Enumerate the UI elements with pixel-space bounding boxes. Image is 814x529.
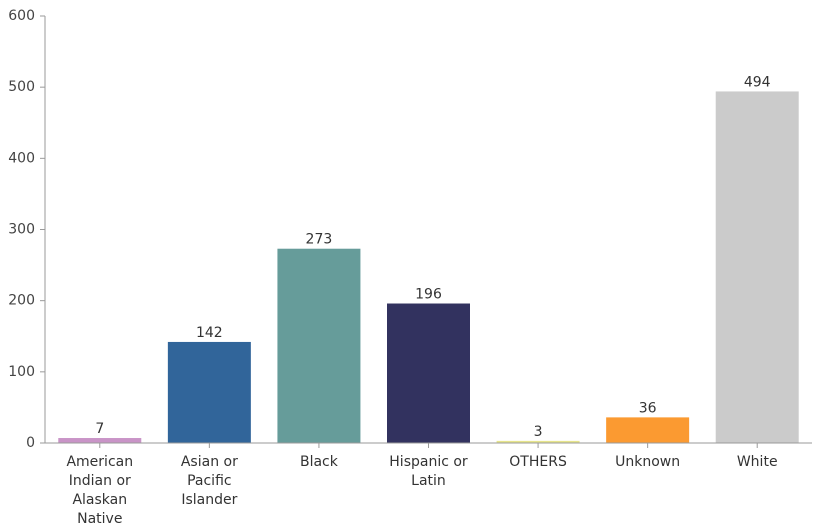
x-tick-label-line: Hispanic or bbox=[389, 454, 468, 470]
bar bbox=[606, 417, 690, 443]
y-tick-label: 300 bbox=[8, 222, 35, 238]
data-label: 273 bbox=[306, 232, 333, 248]
x-tick-label-line: White bbox=[737, 454, 778, 470]
data-label: 7 bbox=[95, 421, 104, 437]
bar bbox=[496, 440, 580, 443]
x-tick-label-line: Indian or bbox=[69, 473, 131, 489]
x-tick-label-line: Black bbox=[300, 454, 339, 470]
bar bbox=[167, 341, 251, 443]
bar bbox=[277, 248, 361, 443]
y-tick-label: 400 bbox=[8, 150, 35, 166]
y-axis: 0 100 200 300 400 500 600 bbox=[8, 8, 46, 451]
x-tick-label: OTHERS bbox=[509, 454, 567, 470]
x-tick-label-line: Islander bbox=[181, 492, 237, 508]
bar bbox=[715, 91, 799, 443]
bars bbox=[58, 91, 799, 443]
bar bbox=[387, 303, 470, 443]
value-labels: 7 142 273 196 3 36 494 bbox=[95, 74, 770, 439]
x-tick-label: Hispanic or Latin bbox=[389, 454, 468, 489]
x-tick-label: Unknown bbox=[615, 454, 680, 470]
data-label: 36 bbox=[639, 400, 657, 416]
x-tick-label-line: American bbox=[66, 454, 133, 470]
bar bbox=[58, 438, 142, 443]
y-tick-label: 0 bbox=[26, 435, 35, 451]
x-tick-label-line: OTHERS bbox=[509, 454, 567, 470]
x-tick-label-line: Native bbox=[77, 511, 122, 527]
data-label: 494 bbox=[744, 74, 771, 90]
x-tick-label: Asian or Pacific Islander bbox=[181, 454, 238, 508]
x-axis: American Indian or Alaskan Native Asian or Pa… bbox=[45, 442, 812, 527]
y-tick-label: 600 bbox=[8, 8, 35, 24]
x-tick-label-line: Asian or bbox=[181, 454, 238, 470]
y-tick-label: 500 bbox=[8, 79, 35, 95]
x-tick-label-line: Alaskan bbox=[72, 492, 127, 508]
x-tick-label: American Indian or Alaskan Native bbox=[66, 454, 133, 527]
data-label: 3 bbox=[534, 424, 543, 440]
x-tick-label-line: Unknown bbox=[615, 454, 680, 470]
y-tick-label: 100 bbox=[8, 364, 35, 380]
x-tick-label: White bbox=[737, 454, 778, 470]
y-tick-label: 200 bbox=[8, 293, 35, 309]
x-tick-label: Black bbox=[300, 454, 339, 470]
data-label: 196 bbox=[415, 287, 442, 303]
data-label: 142 bbox=[196, 325, 223, 341]
x-tick-label-line: Pacific bbox=[187, 473, 232, 489]
x-tick-label-line: Latin bbox=[411, 473, 446, 489]
